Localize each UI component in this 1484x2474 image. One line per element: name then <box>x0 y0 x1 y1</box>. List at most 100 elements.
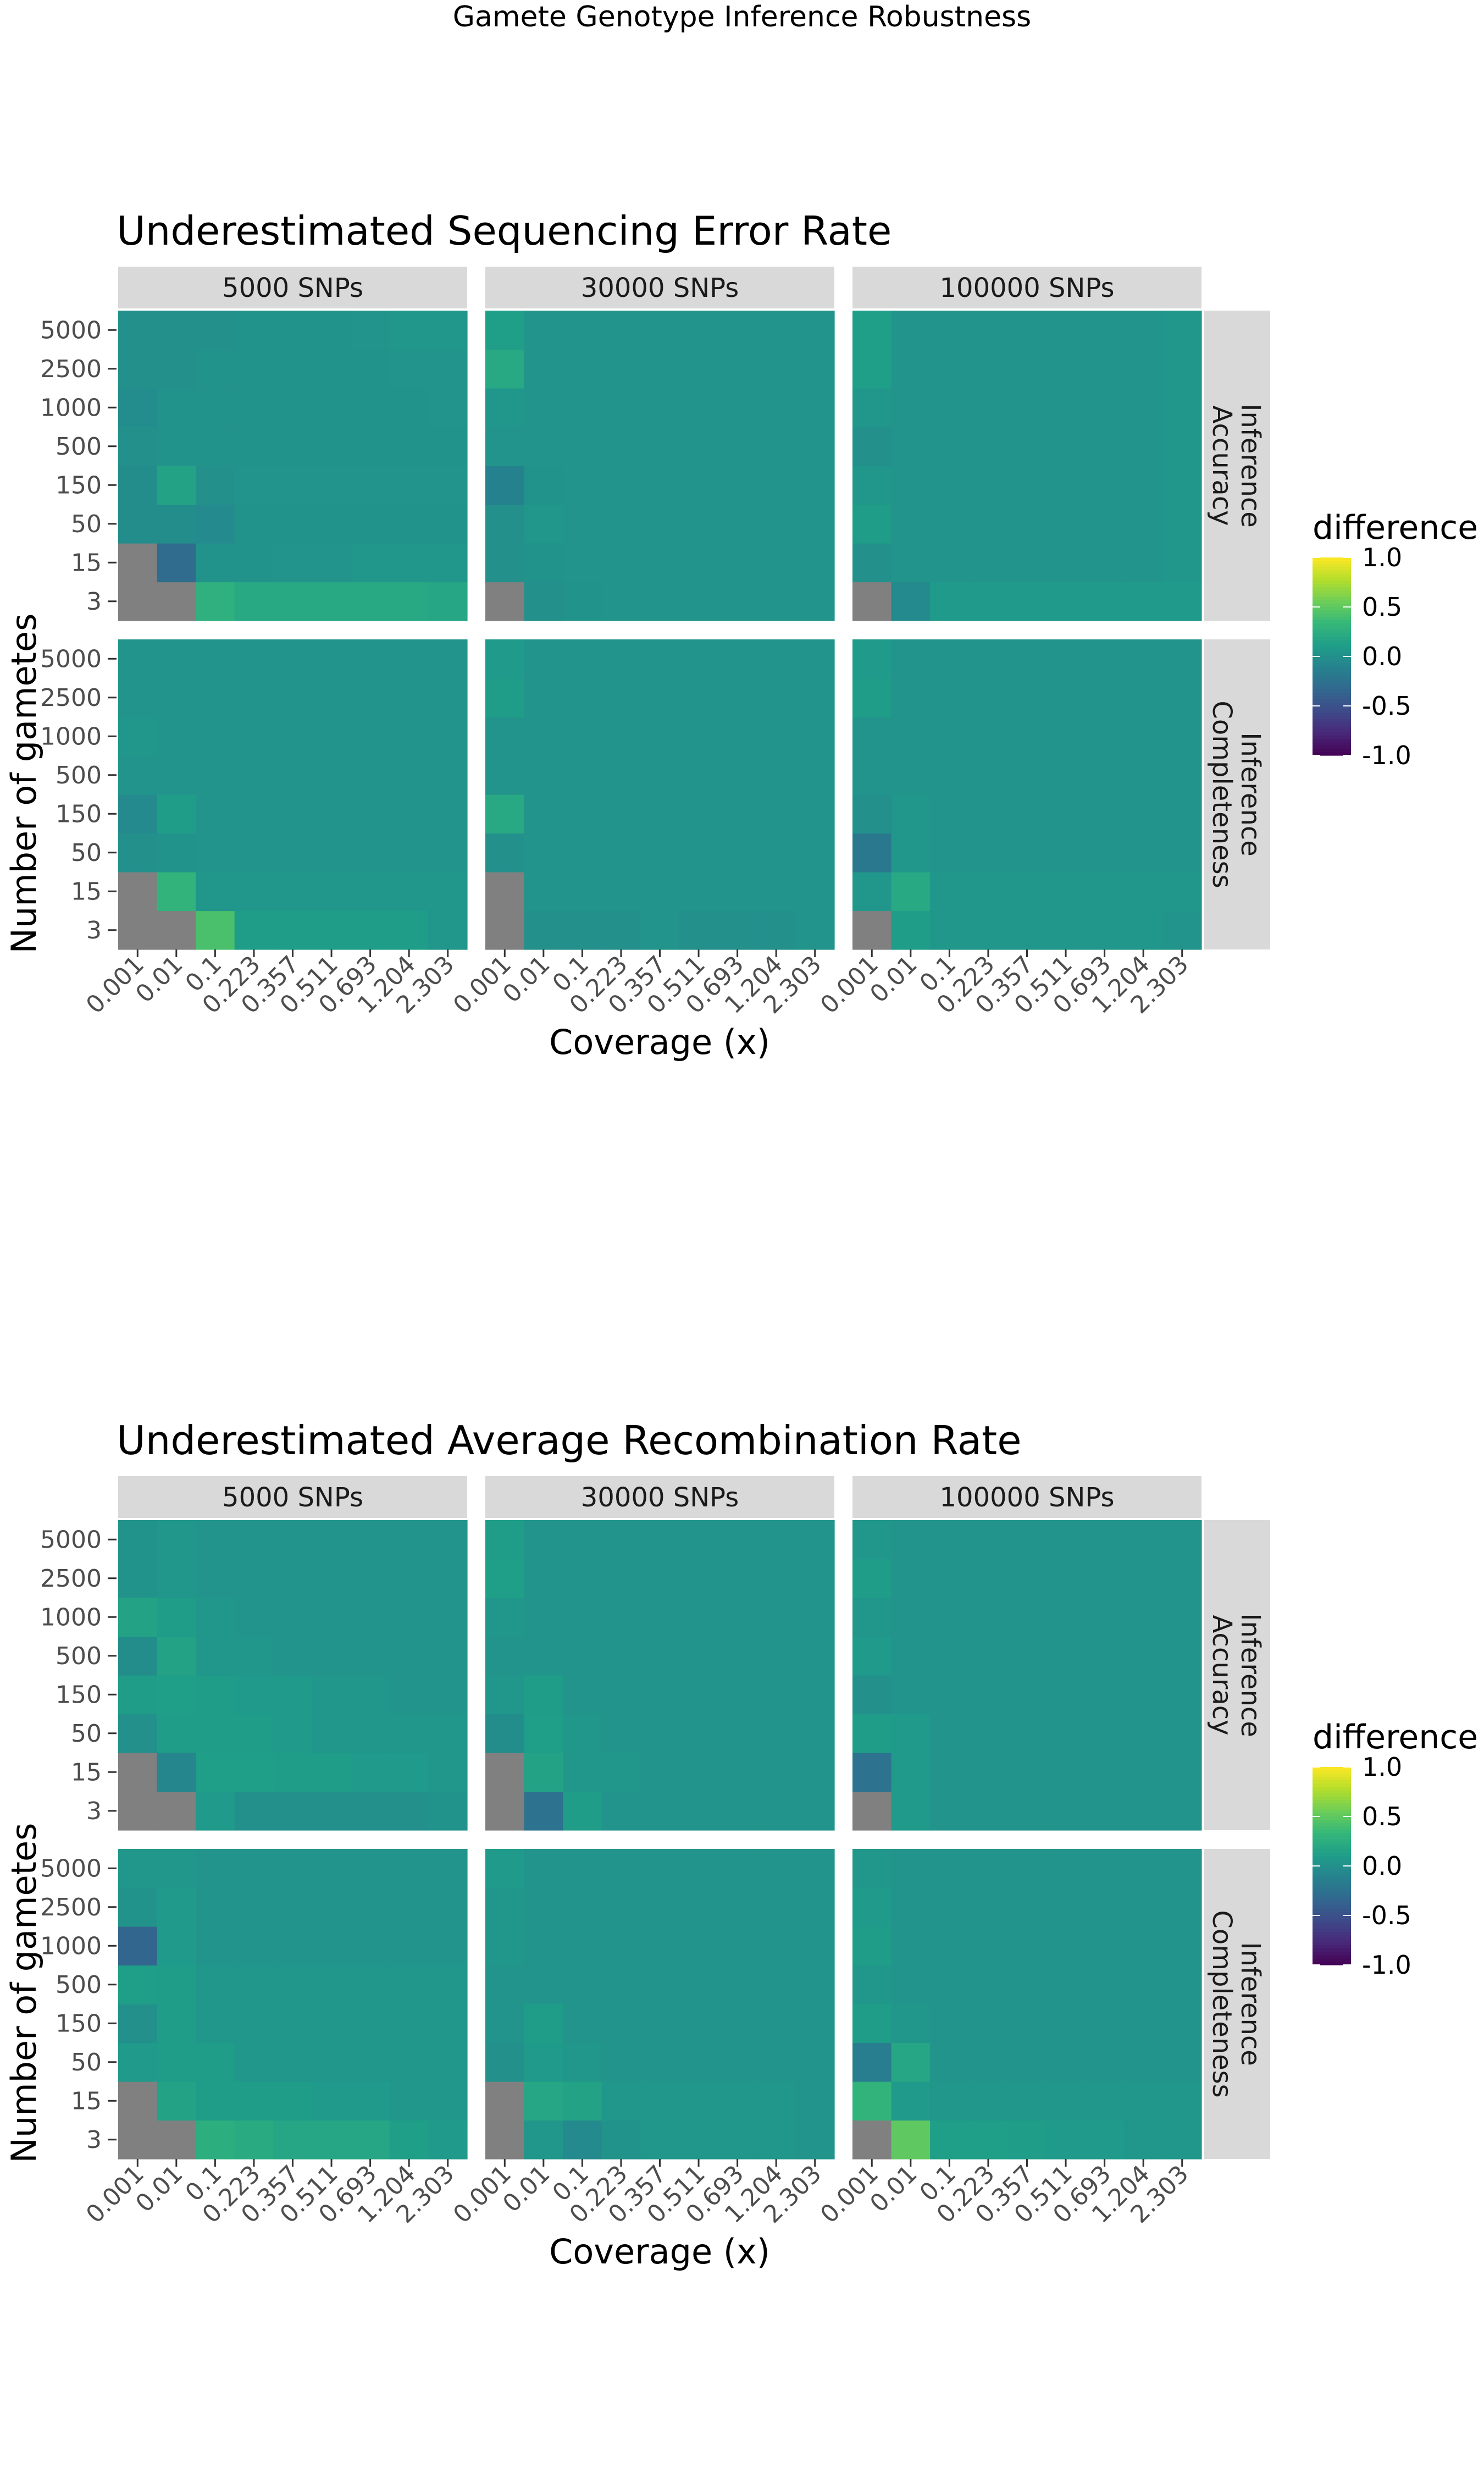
heatmap-cell <box>157 1753 196 1792</box>
y-tick-label: 3 <box>86 916 102 945</box>
heatmap-cell <box>930 311 970 350</box>
heatmap-cell <box>563 582 602 621</box>
heatmap-cell <box>118 1714 158 1753</box>
heatmap-cell <box>640 543 680 583</box>
heatmap-cell <box>196 2081 235 2121</box>
heatmap-cell <box>312 1636 351 1676</box>
heatmap-cell <box>157 543 196 583</box>
legend-color-step <box>1313 567 1351 571</box>
heatmap-cell <box>157 794 196 834</box>
heatmap-cell <box>1007 2004 1047 2044</box>
heatmap-cell <box>389 2004 429 2044</box>
heatmap-cell <box>273 427 313 466</box>
heatmap-cell <box>485 1675 525 1715</box>
heatmap-panel <box>118 639 468 950</box>
heatmap-cell <box>196 1675 235 1715</box>
y-tick-label: 15 <box>71 1758 102 1786</box>
heatmap-cell <box>930 1753 970 1792</box>
y-tick-label: 50 <box>71 510 102 538</box>
heatmap-cell <box>756 504 796 544</box>
heatmap-cell <box>1046 678 1086 717</box>
heatmap-cell <box>968 2120 1008 2160</box>
legend-color-step <box>1313 637 1351 640</box>
heatmap-cell <box>389 1598 429 1637</box>
y-tick-label: 5000 <box>40 1854 102 1882</box>
legend-color-step <box>1313 749 1351 753</box>
legend-color-step <box>1313 722 1351 726</box>
heatmap-cell <box>795 639 835 679</box>
y-tick-label: 2500 <box>40 1565 102 1593</box>
heatmap-cell <box>485 1598 525 1637</box>
heatmap-cell <box>756 1753 796 1792</box>
heatmap-cell <box>428 1887 468 1927</box>
heatmap-cell <box>679 582 718 621</box>
heatmap-cell <box>679 349 718 389</box>
heatmap-cell <box>1162 872 1202 912</box>
heatmap-cell <box>1085 755 1125 795</box>
heatmap-cell <box>1085 1926 1125 1966</box>
heatmap-cell <box>852 1714 892 1753</box>
x-tick-label: 0.01 <box>130 951 188 1008</box>
heatmap-cell <box>485 639 525 679</box>
heatmap-cell <box>524 1887 563 1927</box>
y-tick-label: 500 <box>56 433 102 461</box>
legend-color-step <box>1313 1886 1351 1890</box>
heatmap-cell <box>968 1559 1008 1598</box>
heatmap-cell <box>930 1598 970 1637</box>
heatmap-cell <box>1007 1675 1047 1715</box>
heatmap-cell <box>718 1520 757 1560</box>
heatmap-cell <box>1162 1753 1202 1792</box>
heatmap-cell <box>756 794 796 834</box>
heatmap-cell <box>930 466 970 505</box>
heatmap-cell <box>1046 388 1086 428</box>
heatmap-cell <box>351 1791 390 1831</box>
heatmap-cell <box>601 466 641 505</box>
heatmap-cell <box>930 1714 970 1753</box>
heatmap-cell <box>852 1598 892 1637</box>
heatmap-cell <box>679 1675 718 1715</box>
heatmap-cell <box>273 1753 313 1792</box>
legend-color-step <box>1313 1932 1351 1936</box>
heatmap-cell <box>524 678 563 717</box>
heatmap-cell <box>273 872 313 912</box>
heatmap-cell <box>118 1849 158 1888</box>
y-tick-label: 2500 <box>40 684 102 712</box>
heatmap-cell <box>273 543 313 583</box>
legend-color-step <box>1313 564 1351 568</box>
heatmap-cell <box>1162 1791 1202 1831</box>
heatmap-cell <box>1123 1926 1164 1966</box>
x-axis-title: Coverage (x) <box>549 1022 770 1062</box>
heatmap-cell <box>234 582 274 621</box>
heatmap-cell <box>679 504 718 544</box>
heatmap-cell <box>389 427 429 466</box>
heatmap-cell <box>118 2120 158 2160</box>
heatmap-cell <box>795 582 835 621</box>
heatmap-cell <box>563 1791 602 1831</box>
heatmap-cell <box>312 582 351 621</box>
heatmap-cell <box>679 427 718 466</box>
heatmap-cell <box>795 1791 835 1831</box>
heatmap-cell <box>273 678 313 717</box>
heatmap-cell <box>718 2120 757 2160</box>
heatmap-cell <box>1046 2004 1086 2044</box>
heatmap-cell <box>351 1753 390 1792</box>
heatmap-cell <box>601 2004 641 2044</box>
heatmap-cell <box>1162 504 1202 544</box>
heatmap-cell <box>891 2081 931 2121</box>
heatmap-cell <box>718 910 757 950</box>
heatmap-cell <box>234 543 274 583</box>
heatmap-cell <box>891 427 931 466</box>
heatmap-cell <box>1162 311 1202 350</box>
heatmap-cell <box>389 2120 429 2160</box>
heatmap-cell <box>428 1753 468 1792</box>
heatmap-cell <box>640 349 680 389</box>
heatmap-cell <box>1162 1636 1202 1676</box>
heatmap-cell <box>930 1849 970 1888</box>
heatmap-cell <box>389 504 429 544</box>
heatmap-cell <box>118 2081 158 2121</box>
row-strip-label: InferenceCompleteness <box>1206 700 1266 888</box>
heatmap-cell <box>1162 717 1202 756</box>
heatmap-cell <box>679 833 718 872</box>
heatmap-cell <box>196 2004 235 2044</box>
heatmap-cell <box>679 1714 718 1753</box>
